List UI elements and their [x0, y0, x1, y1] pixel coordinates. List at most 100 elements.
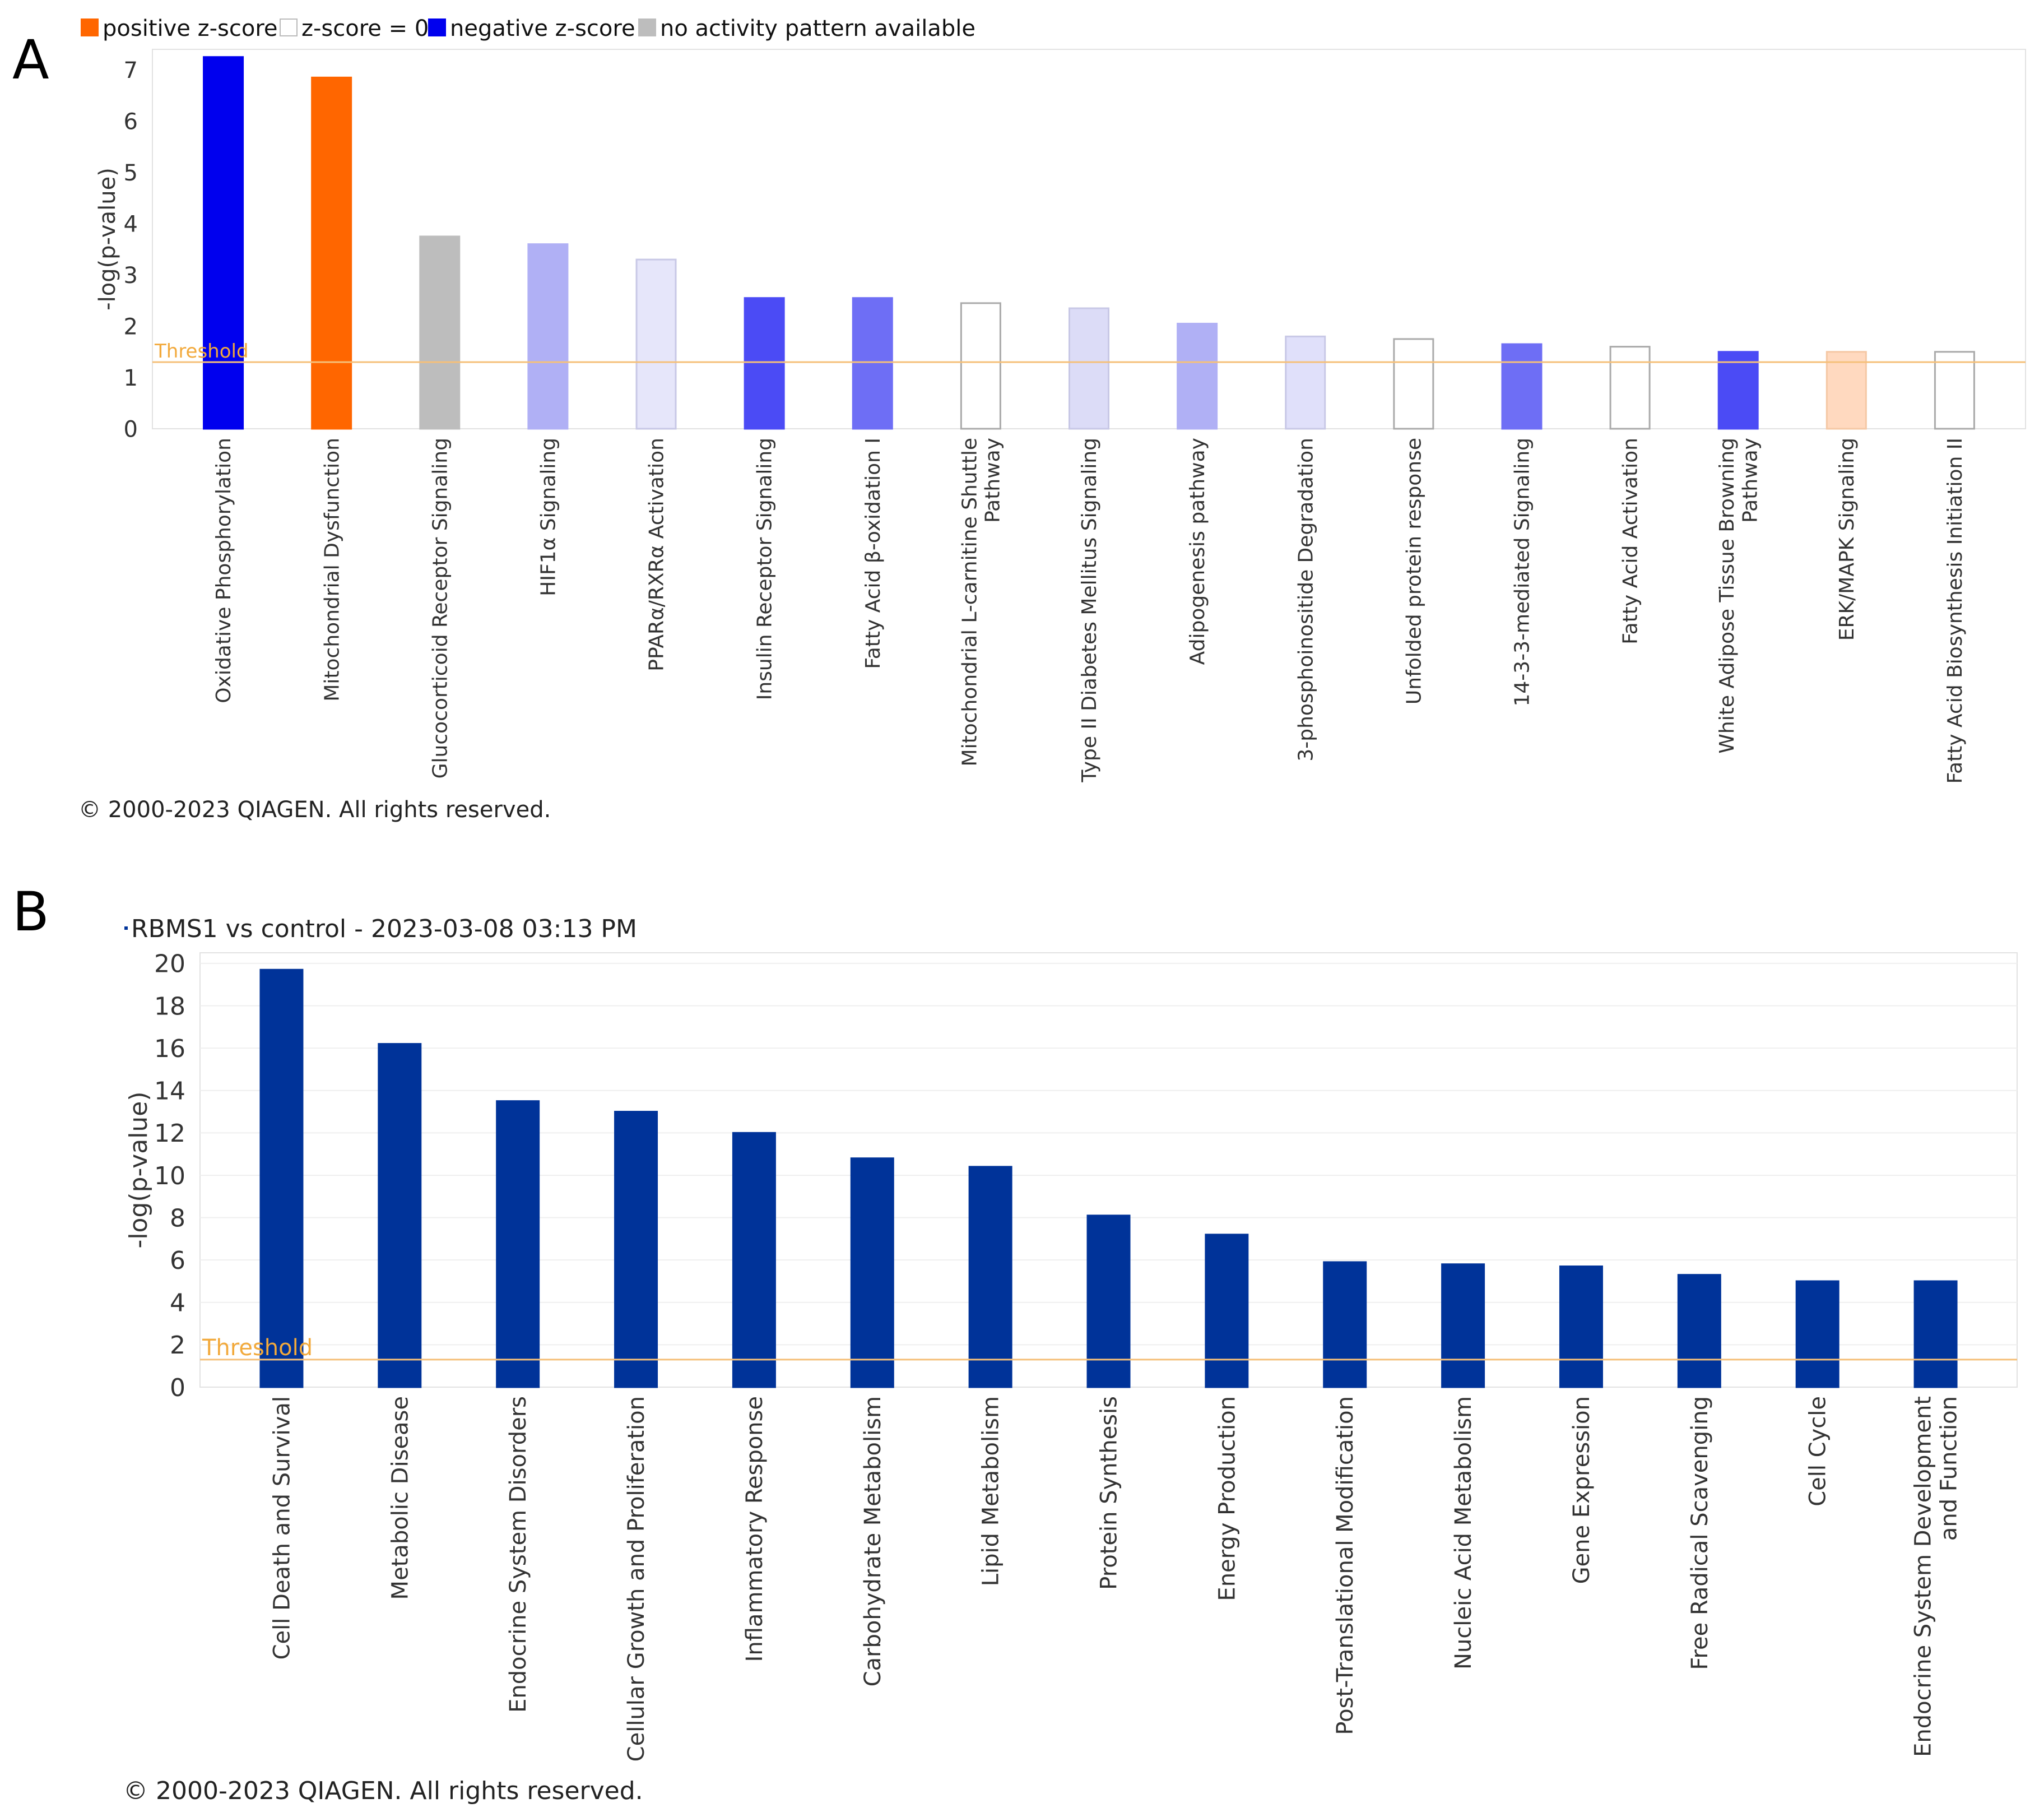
x-tick-label-b-4: Inflammatory Response	[742, 1396, 768, 1662]
bar-a-0	[203, 56, 244, 430]
x-tick-label-a-8: Type II Diabetes Mellitus Signaling	[1078, 438, 1101, 783]
bar-b-13	[1795, 1280, 1839, 1388]
x-tick-label-line: Adipogenesis pathway	[1186, 438, 1209, 665]
y-tick-a-1: 1	[124, 365, 138, 391]
bar-b-3	[614, 1111, 658, 1388]
x-tick-label-line: Insulin Receptor Signaling	[754, 438, 777, 700]
x-tick-label-a-16: Fatty Acid Biosynthesis Initiation II	[1944, 438, 1967, 784]
x-tick-label-a-7: Mitochondrial L-carnitine ShuttlePathway	[958, 438, 1004, 766]
x-tick-label-line: Post-Translational Modification	[1332, 1396, 1358, 1735]
x-tick-label-line: Cell Death and Survival	[269, 1396, 295, 1660]
x-tick-label-line: Nucleic Acid Metabolism	[1451, 1396, 1476, 1670]
x-tick-label-line: Type II Diabetes Mellitus Signaling	[1078, 438, 1101, 783]
bar-a-11	[1393, 338, 1434, 430]
bar-a-2	[419, 235, 461, 430]
x-tick-label-line: Fatty Acid Biosynthesis Initiation II	[1944, 438, 1967, 784]
x-tick-label-b-12: Free Radical Scavenging	[1687, 1396, 1713, 1670]
y-tick-b-2: 4	[170, 1289, 185, 1318]
legend-swatch-0	[81, 18, 99, 36]
x-tick-label-line: Pathway	[982, 438, 1005, 523]
x-tick-label-a-14: White Adipose Tissue BrowningPathway	[1716, 438, 1762, 754]
x-tick-label-b-14: Endocrine System Developmentand Function	[1911, 1396, 1962, 1757]
x-tick-label-a-10: 3-phosphoinositide Degradation	[1294, 438, 1317, 762]
x-tick-label-line: Lipid Metabolism	[978, 1396, 1004, 1586]
y-tick-b-10: 20	[154, 950, 185, 979]
y-axis-label-a: -log(p-value)	[95, 168, 120, 310]
x-tick-label-line: 14-3-3-mediated Signaling	[1511, 438, 1534, 707]
bar-a-3	[527, 243, 569, 430]
x-tick-label-a-15: ERK/MAPK Signaling	[1836, 438, 1859, 641]
y-tick-b-5: 10	[154, 1162, 185, 1190]
x-tick-label-line: White Adipose Tissue Browning	[1716, 438, 1739, 754]
panel-label-b: B	[12, 880, 49, 943]
bar-b-5	[850, 1157, 894, 1388]
legend-swatch-1	[280, 18, 298, 36]
x-tick-label-b-9: Post-Translational Modification	[1332, 1396, 1358, 1735]
bar-b-11	[1559, 1266, 1603, 1388]
bar-b-6	[968, 1166, 1012, 1388]
bar-a-12	[1501, 343, 1543, 430]
threshold-label-a: Threshold	[154, 340, 249, 363]
x-tick-label-line: Cellular Growth and Proliferation	[624, 1396, 649, 1762]
bar-b-10	[1441, 1263, 1485, 1388]
x-tick-label-b-1: Metabolic Disease	[387, 1396, 413, 1600]
x-tick-label-line: Free Radical Scavenging	[1687, 1396, 1713, 1670]
x-tick-label-line: Fatty Acid β-oxidation I	[862, 438, 885, 669]
bar-b-12	[1677, 1274, 1721, 1388]
bar-a-14	[1717, 351, 1759, 430]
x-tick-label-a-1: Mitochondrial Dysfunction	[320, 438, 343, 702]
x-tick-label-a-9: Adipogenesis pathway	[1186, 438, 1209, 665]
threshold-label-b: Threshold	[202, 1335, 313, 1361]
y-tick-a-3: 3	[124, 263, 138, 289]
copyright-a: © 2000-2023 QIAGEN. All rights reserved.	[78, 797, 551, 823]
x-tick-label-line: Gene Expression	[1569, 1396, 1595, 1584]
bar-a-6	[852, 297, 893, 430]
y-tick-b-0: 0	[170, 1374, 185, 1402]
bar-b-0	[259, 968, 304, 1388]
x-tick-label-a-4: PPARα/RXRα Activation	[645, 438, 668, 671]
x-tick-label-a-5: Insulin Receptor Signaling	[754, 438, 777, 700]
x-tick-label-line: Endocrine System Development	[1911, 1396, 1936, 1757]
x-tick-label-line: HIF1α Signaling	[537, 438, 560, 596]
bar-a-7	[960, 302, 1001, 430]
x-tick-label-a-3: HIF1α Signaling	[537, 438, 560, 596]
x-tick-label-b-11: Gene Expression	[1569, 1396, 1595, 1584]
x-tick-label-line: Fatty Acid Activation	[1619, 438, 1642, 645]
y-tick-a-5: 5	[124, 160, 138, 186]
y-tick-a-2: 2	[124, 314, 138, 340]
legend-label-0: positive z-score	[103, 16, 278, 41]
x-tick-label-a-6: Fatty Acid β-oxidation I	[862, 438, 885, 669]
bar-a-16	[1934, 351, 1975, 430]
chart-panel-b: 0 2 4 6 8 10 12 14 16 18 20 -log(p-value) Cell Death…	[124, 950, 2018, 1762]
bar-b-1	[378, 1043, 422, 1388]
x-tick-label-line: Inflammatory Response	[742, 1396, 768, 1662]
legend-label-3: no activity pattern available	[660, 16, 975, 41]
series-marker	[124, 926, 128, 930]
legend-swatch-2	[428, 18, 446, 36]
chart-panel-a: 0 1 2 3 4 5 6 7 -log(p-value) Oxidative Phosphory…	[95, 49, 2026, 784]
y-tick-b-9: 18	[154, 992, 185, 1021]
x-tick-label-line: Metabolic Disease	[387, 1396, 413, 1600]
copyright-b: © 2000-2023 QIAGEN. All rights reserved.	[123, 1777, 643, 1805]
x-tick-label-line: Carbohydrate Metabolism	[860, 1396, 886, 1686]
x-tick-label-a-13: Fatty Acid Activation	[1619, 438, 1642, 645]
bar-b-4	[732, 1132, 776, 1388]
x-tick-label-line: Unfolded protein response	[1402, 438, 1425, 704]
x-tick-label-a-2: Glucocorticoid Receptor Signaling	[429, 438, 452, 778]
x-tick-label-line: Protein Synthesis	[1097, 1396, 1122, 1590]
legend: positive z-score z-score = 0 negative z-sc…	[81, 16, 975, 41]
x-tick-label-b-0: Cell Death and Survival	[269, 1396, 295, 1660]
x-tick-label-line: Cell Cycle	[1805, 1396, 1831, 1507]
x-tick-label-b-10: Nucleic Acid Metabolism	[1451, 1396, 1476, 1670]
x-tick-label-line: ERK/MAPK Signaling	[1836, 438, 1859, 641]
bar-a-9	[1177, 322, 1218, 430]
y-tick-b-3: 6	[170, 1246, 185, 1275]
x-tick-label-a-11: Unfolded protein response	[1402, 438, 1425, 704]
bar-a-4	[635, 258, 677, 430]
x-tick-label-b-3: Cellular Growth and Proliferation	[624, 1396, 649, 1762]
legend-swatch-3	[638, 18, 656, 36]
bar-b-7	[1086, 1215, 1131, 1388]
panel-label-a: A	[12, 29, 49, 91]
y-tick-a-4: 4	[124, 211, 138, 237]
